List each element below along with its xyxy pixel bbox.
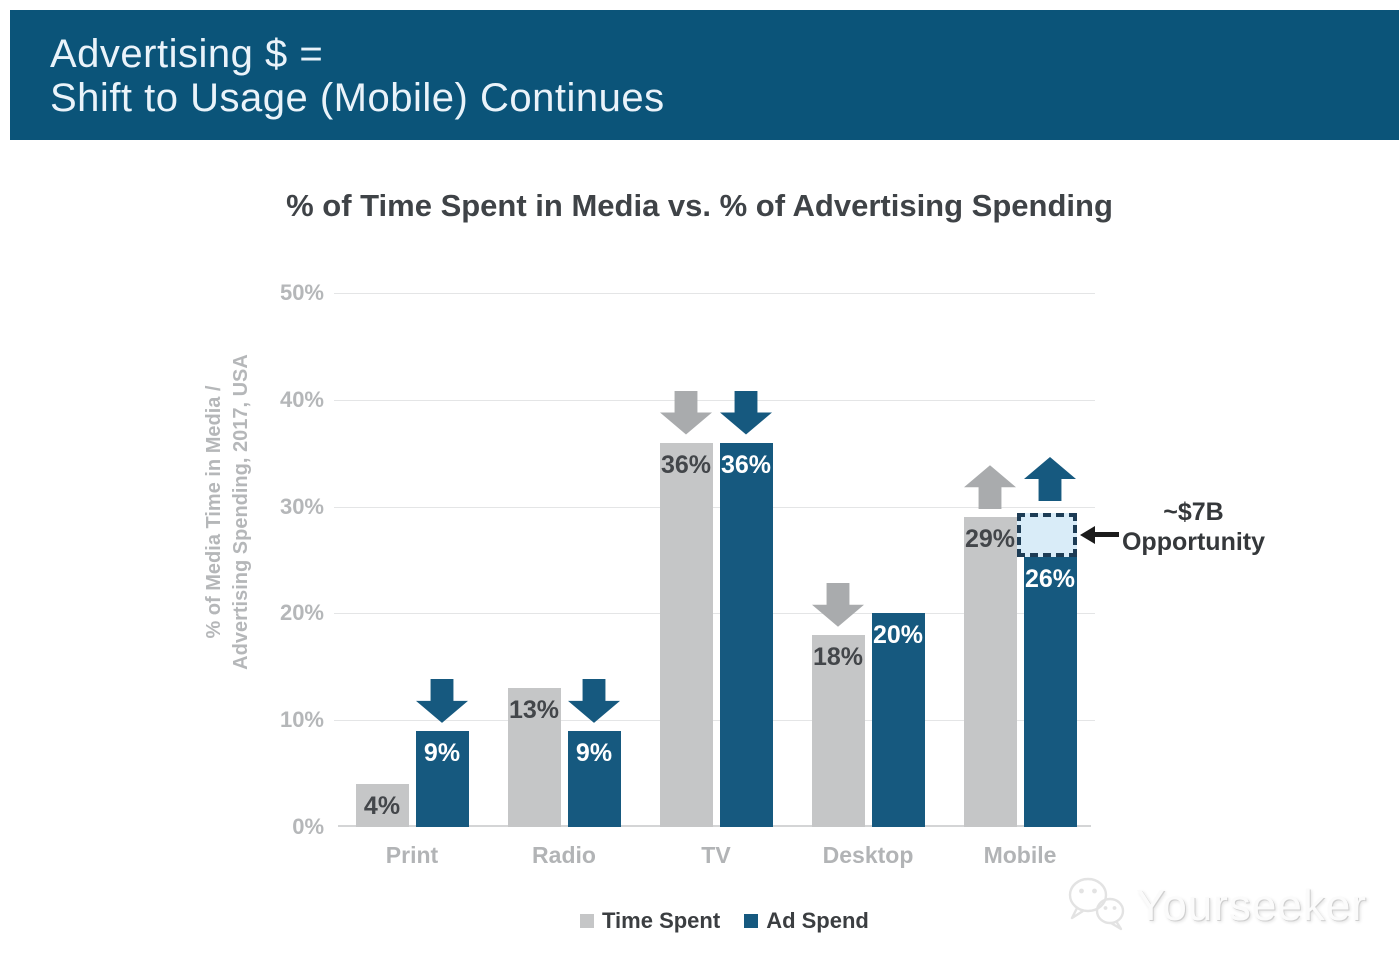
up-arrow-icon-mobile <box>1024 457 1076 501</box>
down-arrow-icon-radio <box>568 678 620 723</box>
legend-item-ad-spend: Ad Spend <box>744 908 869 934</box>
bar-tv-ad-spend: 36% <box>719 442 773 827</box>
bar-value-label: 9% <box>423 738 461 767</box>
annotation-arrow-icon <box>1079 525 1095 544</box>
bar-value-label: 29% <box>964 525 1016 554</box>
watermark-text: Yourseeker <box>1136 880 1367 930</box>
y-axis-label: % of Media Time in Media / Advertising S… <box>201 354 255 670</box>
gridline-40 <box>334 399 1095 401</box>
bar-print-ad-spend: 9% <box>415 730 469 827</box>
down-arrow-icon-tv <box>720 390 772 435</box>
legend-item-time-spent: Time Spent <box>580 908 720 934</box>
bar-tv-time-spent: 36% <box>659 442 713 827</box>
bar-mobile-time-spent: 29% <box>963 517 1017 827</box>
y-tick-50: 50% <box>279 280 324 305</box>
category-label-tv: TV <box>701 842 731 868</box>
equal-indicator-print <box>361 749 403 778</box>
y-axis-label-line-1: % of Media Time in Media / <box>203 385 225 639</box>
bar-print-time-spent: 4% <box>355 784 409 827</box>
bar-value-label: 36% <box>660 450 712 479</box>
category-label-radio: Radio <box>532 842 596 868</box>
gridline-10 <box>334 720 1095 722</box>
chart-legend: Time Spent Ad Spend <box>580 908 869 934</box>
y-axis-label-line-2: Advertising Spending, 2017, USA <box>230 354 252 670</box>
wechat-icon <box>1064 872 1128 939</box>
annotation-text-line-1: ~$7B <box>1163 497 1224 526</box>
y-tick-0: 0% <box>292 814 324 839</box>
equal-indicator-radio <box>513 653 555 682</box>
down-arrow-icon-desktop <box>812 582 864 627</box>
legend-swatch <box>744 914 759 928</box>
bar-radio-ad-spend: 9% <box>567 730 621 827</box>
header-line-2: Shift to Usage (Mobile) Continues <box>50 76 665 120</box>
legend-label: Ad Spend <box>766 908 869 933</box>
down-arrow-icon-print <box>416 678 468 723</box>
gridline-50 <box>334 293 1095 294</box>
gridline-30 <box>334 506 1095 508</box>
category-label-print: Print <box>385 842 439 868</box>
bar-value-label: 9% <box>575 738 613 767</box>
bar-desktop-ad-spend: 20% <box>871 613 925 827</box>
annotation-arrow-line <box>1092 532 1119 538</box>
bar-radio-time-spent: 13% <box>507 688 561 827</box>
legend-swatch <box>580 914 594 928</box>
equal-indicator-desktop <box>877 578 919 607</box>
bar-mobile-ad-spend: 26% <box>1023 549 1077 827</box>
y-tick-10: 10% <box>279 707 324 733</box>
y-tick-30: 30% <box>279 493 324 519</box>
bar-value-label: 20% <box>872 621 924 650</box>
down-arrow-icon-tv <box>660 390 712 435</box>
legend-label: Time Spent <box>602 908 721 933</box>
bar-value-label: 4% <box>363 792 401 821</box>
annotation-text-line-2: Opportunity <box>1121 527 1266 556</box>
watermark: Yourseeker <box>1064 872 1367 939</box>
gridline-20 <box>334 613 1095 615</box>
y-tick-20: 20% <box>279 600 324 626</box>
chart-title: % of Time Spent in Media vs. % of Advert… <box>286 188 1113 223</box>
opportunity-gap-box <box>1016 513 1077 557</box>
bar-desktop-time-spent: 18% <box>811 634 865 827</box>
category-label-desktop: Desktop <box>822 842 914 868</box>
bar-value-label: 26% <box>1024 565 1076 594</box>
bar-value-label: 13% <box>508 696 560 725</box>
up-arrow-icon-mobile <box>964 465 1016 510</box>
bar-value-label: 36% <box>720 450 772 479</box>
category-label-mobile: Mobile <box>983 842 1057 868</box>
header-banner: Advertising $ = Shift to Usage (Mobile) … <box>10 10 1399 140</box>
plot-area: 4% 9% Print 13% 9% Radio 36% 36% TV 18% 20% Desktop… <box>334 293 1095 868</box>
bar-value-label: 18% <box>812 642 864 671</box>
y-tick-40: 40% <box>279 386 324 412</box>
annotation-text: ~$7B Opportunity <box>1119 497 1269 557</box>
header-line-1: Advertising $ = <box>50 32 324 76</box>
